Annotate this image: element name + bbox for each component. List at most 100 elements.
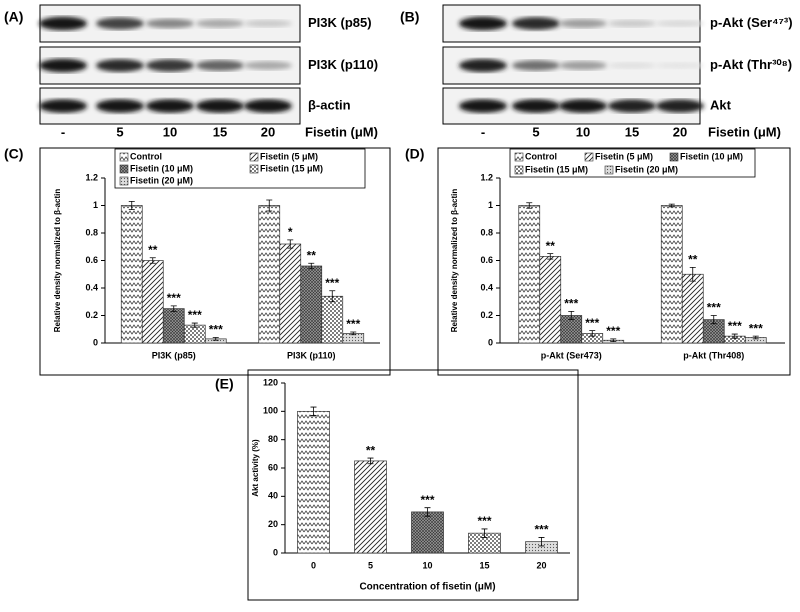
significance: ***	[420, 493, 434, 507]
lane-label: 15	[213, 124, 227, 139]
legend-label: Fisetin (20 μM)	[615, 164, 678, 174]
panel-label: (E)	[215, 376, 234, 392]
significance: ***	[346, 317, 360, 331]
panel-label: (D)	[405, 146, 424, 162]
y-tick-label: 40	[268, 491, 278, 501]
blot-band	[96, 17, 144, 30]
y-tick-label: 100	[263, 406, 278, 416]
y-tick-label: 1.2	[480, 172, 493, 182]
y-tick-label: 0	[488, 337, 493, 347]
y-axis-label: Akt activity (%)	[251, 439, 260, 497]
blot-band	[512, 99, 560, 113]
legend-label: Fisetin (10 μM)	[680, 151, 743, 161]
y-tick-label: 80	[268, 434, 278, 444]
x-tick-label: PI3K (p110)	[287, 350, 336, 360]
blot-band	[656, 20, 704, 27]
blot-band	[459, 99, 507, 113]
significance: **	[148, 243, 158, 257]
y-tick-label: 0.2	[480, 310, 493, 320]
legend-label: Fisetin (5 μM)	[595, 151, 653, 161]
blot-band	[196, 19, 244, 28]
y-tick-label: 0	[273, 547, 278, 557]
y-tick-label: 60	[268, 462, 278, 472]
y-tick-label: 0.4	[85, 282, 98, 292]
error-bar	[589, 330, 596, 337]
error-bar	[481, 528, 488, 538]
x-tick-label: PI3K (p85)	[152, 350, 196, 360]
blot-band	[608, 62, 656, 69]
x-tick-label: 20	[536, 560, 546, 570]
blot-band	[608, 99, 656, 113]
significance: **	[307, 248, 317, 262]
lane-label: 10	[576, 124, 590, 139]
blot-band	[459, 58, 507, 73]
significance: **	[688, 253, 698, 267]
significance: ***	[209, 323, 223, 337]
blot-band	[244, 61, 292, 70]
significance: *	[288, 225, 293, 239]
legend-swatch	[584, 152, 594, 162]
chart-frame	[247, 369, 579, 601]
error-bar	[526, 202, 533, 209]
bar	[279, 243, 302, 344]
error-bar	[424, 507, 431, 517]
error-bar	[350, 331, 357, 336]
bar	[300, 265, 323, 344]
x-tick-label: 10	[422, 560, 432, 570]
y-tick-label: 120	[263, 377, 278, 387]
blot-band	[459, 16, 507, 31]
blot-band	[39, 99, 87, 113]
legend-swatch	[669, 152, 679, 162]
bar	[681, 273, 704, 344]
blot-band	[146, 18, 194, 29]
legend-swatch	[119, 164, 129, 174]
x-tick-label: p-Akt (Ser473)	[541, 350, 602, 360]
bar	[120, 205, 143, 344]
blot-band	[244, 99, 292, 113]
bar	[258, 205, 281, 344]
legend-label: Fisetin (10 μM)	[130, 163, 193, 173]
error-bar	[308, 262, 315, 270]
error-bar	[287, 239, 294, 249]
legend-swatch	[514, 152, 524, 162]
blot-band	[512, 60, 560, 71]
blot-band	[559, 61, 607, 70]
y-tick-label: 1	[488, 200, 493, 210]
treatment-label: Fisetin (μM)	[708, 124, 781, 139]
lane-label: 5	[532, 124, 539, 139]
error-bar	[547, 253, 554, 260]
blot-band	[608, 19, 656, 28]
significance: ***	[728, 319, 742, 333]
bar	[297, 410, 330, 554]
significance: ***	[707, 301, 721, 315]
blot-band	[96, 59, 144, 72]
bar	[660, 205, 683, 344]
lane-label: 5	[116, 124, 123, 139]
panel-label: (B)	[400, 9, 419, 25]
bar	[162, 308, 185, 344]
error-bar	[266, 199, 273, 212]
y-axis-label: Relative density normalized to β-actin	[53, 189, 62, 333]
lane-label: -	[481, 124, 485, 139]
panel-label: (A)	[4, 9, 23, 25]
significance: ***	[534, 523, 548, 537]
error-bar	[668, 203, 675, 208]
blot-band	[196, 99, 244, 113]
lane-label: 20	[261, 124, 275, 139]
error-bar	[170, 305, 177, 312]
error-bar	[191, 322, 198, 328]
bar	[411, 511, 444, 554]
y-tick-label: 0.6	[480, 255, 493, 265]
blot-band	[96, 99, 144, 113]
y-tick-label: 0.6	[85, 255, 98, 265]
bar	[321, 295, 344, 344]
chart-frame	[437, 147, 791, 376]
y-tick-label: 0.8	[85, 227, 98, 237]
y-axis-label: Relative density normalized to β-actin	[450, 189, 459, 333]
blot-band	[559, 19, 607, 28]
panel-label: (C)	[4, 146, 23, 162]
legend-swatch	[249, 164, 259, 174]
blot-band	[39, 16, 87, 31]
significance: ***	[606, 324, 620, 338]
significance: ***	[749, 321, 763, 335]
